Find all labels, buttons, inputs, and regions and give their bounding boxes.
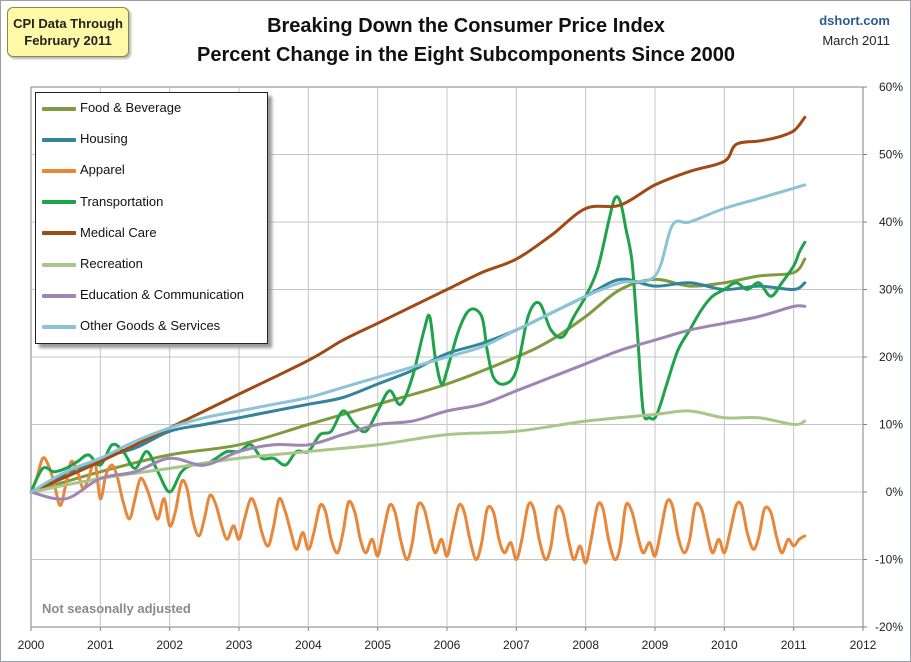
y-tick-label: 40% — [879, 215, 903, 229]
legend-item-food-beverage: Food & Beverage — [42, 98, 181, 118]
legend-swatch — [42, 324, 76, 329]
y-tick-label: 0% — [886, 485, 904, 499]
legend-label: Other Goods & Services — [80, 318, 221, 334]
legend-item-medical-care: Medical Care — [42, 223, 157, 243]
legend-swatch — [42, 200, 76, 205]
legend-swatch — [42, 137, 76, 142]
series-line-food-beverage — [29, 257, 807, 494]
x-tick-label: 2001 — [87, 638, 114, 652]
source-date: March 2011 — [822, 33, 890, 48]
series-line-medical-care — [29, 115, 807, 494]
x-tick-label: 2008 — [572, 638, 599, 652]
y-tick-label: 30% — [879, 283, 903, 297]
y-tick-label: -10% — [875, 553, 903, 567]
series-line-recreation — [29, 409, 807, 494]
series-line-other-goods-services — [29, 183, 807, 494]
x-tick-label: 2006 — [434, 638, 461, 652]
x-tick-label: 2007 — [503, 638, 530, 652]
data-through-badge: CPI Data Through February 2011 — [7, 7, 129, 57]
x-tick-label: 2000 — [18, 638, 45, 652]
x-tick-label: 2003 — [226, 638, 253, 652]
legend-swatch — [42, 106, 76, 111]
legend-label: Education & Communication — [80, 287, 245, 303]
x-tick-label: 2004 — [295, 638, 322, 652]
x-tick-label: 2012 — [850, 638, 877, 652]
legend-item-recreation: Recreation — [42, 254, 143, 274]
legend-item-apparel: Apparel — [42, 160, 125, 180]
legend-label: Transportation — [80, 193, 164, 209]
y-tick-label: -20% — [875, 620, 903, 634]
legend-item-transportation: Transportation — [42, 192, 163, 212]
legend-swatch — [42, 168, 76, 173]
series-line-education-communication — [29, 304, 807, 501]
chart-title: Breaking Down the Consumer Price Index P… — [151, 12, 781, 70]
series-line-apparel — [29, 456, 807, 565]
chart-legend: Food & Beverage Housing Apparel Transportat… — [35, 92, 268, 344]
legend-label: Apparel — [80, 162, 125, 178]
legend-label: Food & Beverage — [80, 100, 182, 115]
x-tick-label: 2011 — [781, 638, 807, 652]
legend-item-housing: Housing — [42, 129, 128, 149]
y-tick-label: 10% — [879, 418, 903, 432]
badge-line-2: February 2011 — [24, 33, 112, 48]
legend-label: Housing — [80, 131, 128, 147]
chart-title-line-1: Breaking Down the Consumer Price Index — [267, 15, 665, 37]
legend-label: Medical Care — [80, 224, 157, 240]
source-block: dshort.com March 2011 — [819, 11, 890, 51]
y-tick-label: 60% — [879, 80, 903, 94]
x-tick-label: 2005 — [364, 638, 391, 652]
seasonal-adjustment-note: Not seasonally adjusted — [42, 601, 191, 616]
y-tick-label: 20% — [879, 350, 903, 364]
x-tick-label: 2010 — [711, 638, 738, 652]
legend-item-other-goods-services: Other Goods & Services — [42, 316, 220, 336]
legend-label: Recreation — [80, 256, 143, 271]
source-site: dshort.com — [819, 13, 890, 28]
legend-swatch — [42, 262, 76, 267]
y-tick-label: 50% — [879, 148, 903, 162]
legend-item-education-communication: Education & Communication — [42, 285, 244, 305]
badge-line-1: CPI Data Through — [13, 16, 123, 31]
chart-title-line-2: Percent Change in the Eight Subcomponent… — [197, 44, 735, 66]
legend-swatch — [42, 231, 76, 236]
legend-swatch — [42, 293, 76, 298]
x-tick-label: 2002 — [156, 638, 183, 652]
x-tick-label: 2009 — [642, 638, 669, 652]
series-line-transportation — [29, 195, 807, 494]
